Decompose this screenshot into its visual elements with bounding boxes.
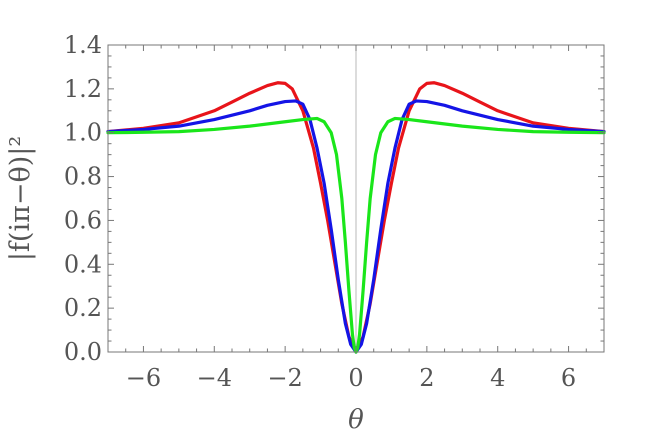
x-tick-label: 4 [490, 364, 505, 392]
y-tick-label: 0.2 [64, 294, 102, 322]
x-tick-label: 0 [348, 364, 363, 392]
y-tick-label: 1.0 [64, 119, 102, 147]
y-axis-ticks: 0.0 0.2 0.4 0.6 0.8 1.0 1.2 1.4 [64, 31, 604, 366]
y-tick-label: 0.6 [64, 206, 102, 234]
y-tick-label: 0.0 [64, 338, 102, 366]
y-tick-label: 0.8 [64, 163, 102, 191]
x-tick-label: 6 [561, 364, 576, 392]
y-tick-label: 0.4 [64, 250, 102, 278]
x-axis-title: θ [348, 405, 364, 435]
x-axis-ticks: −6 −4 −2 0 2 4 6 [107, 45, 605, 392]
y-tick-label: 1.4 [64, 31, 102, 59]
x-tick-label: −4 [197, 364, 232, 392]
x-tick-label: −6 [126, 364, 161, 392]
x-tick-label: −2 [267, 364, 302, 392]
x-tick-label: 2 [419, 364, 434, 392]
y-tick-label: 1.2 [64, 75, 102, 103]
y-axis-title: |f(iπ−θ)|² [5, 136, 36, 261]
